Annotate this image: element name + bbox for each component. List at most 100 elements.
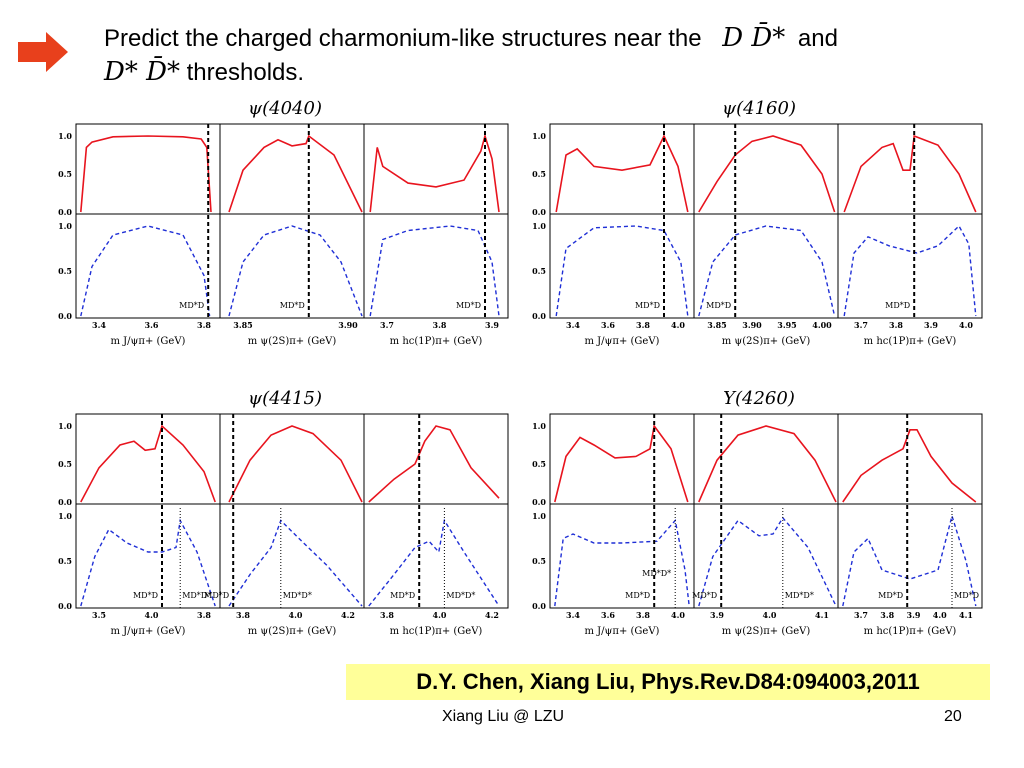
figure-svg-3: Y(4260) 1.0 0.5 0.0 1.0 0.5 0.0 MD*D MD*D* 3.4 3.6… xyxy=(532,388,983,637)
xtick-label: 3.8 xyxy=(880,610,894,620)
ytick-label: 0.0 xyxy=(58,207,72,217)
xtick-label: 3.9 xyxy=(907,610,921,620)
ytick-label: 0.0 xyxy=(532,601,546,611)
xtick-label: 4.0 xyxy=(763,610,777,620)
threshold-label: MD*D xyxy=(625,591,650,600)
xaxis-label: m ψ(2S)π+ (GeV) xyxy=(722,626,811,637)
arrow-bullet-icon xyxy=(18,32,68,72)
xtick-label: 3.9 xyxy=(485,320,499,330)
figure-title: ψ(4415) xyxy=(248,388,322,409)
ytick-label: 1.0 xyxy=(532,421,546,431)
subplot-frame xyxy=(693,413,839,505)
xtick-label: 3.9 xyxy=(710,610,724,620)
ytick-label: 0.0 xyxy=(58,601,72,611)
xtick-label: 3.6 xyxy=(601,320,615,330)
title-text-part2: thresholds. xyxy=(186,59,305,86)
figure-y4260: Y(4260) 1.0 0.5 0.0 1.0 0.5 0.0 MD*D MD*D* 3.4 3.6… xyxy=(514,386,984,667)
xtick-label: 3.85 xyxy=(233,320,252,330)
threshold-label: MD*D xyxy=(878,591,903,600)
dashed-curve xyxy=(228,225,363,317)
xtick-label: 3.90 xyxy=(338,320,358,330)
threshold-label: MD*D xyxy=(280,301,305,310)
title-text-part1: Predict the charged charmonium-like stru… xyxy=(104,25,702,52)
subplot-frame xyxy=(75,123,221,215)
xtick-label: 3.8 xyxy=(197,320,211,330)
subplot-frame xyxy=(549,503,695,609)
ytick-label: 1.0 xyxy=(58,511,72,521)
solid-curve xyxy=(80,424,216,503)
solid-curve xyxy=(228,425,363,503)
subplot-frame xyxy=(549,123,695,215)
ytick-label: 0.5 xyxy=(532,459,546,469)
ytick-label: 0.0 xyxy=(532,311,546,321)
xaxis-label: m J/ψπ+ (GeV) xyxy=(585,626,660,637)
solid-curve xyxy=(228,134,363,213)
xaxis-label: m J/ψπ+ (GeV) xyxy=(111,626,186,637)
footer-author: Xiang Liu @ LZU xyxy=(442,708,565,725)
xtick-label: 4.0 xyxy=(933,610,947,620)
threshold-label: MD*D xyxy=(390,591,415,600)
citation-box: D.Y. Chen, Xiang Liu, Phys.Rev.D84:09400… xyxy=(346,664,990,700)
xtick-label: 3.8 xyxy=(636,610,650,620)
xaxis-label: m hc(1P)π+ (GeV) xyxy=(864,626,957,637)
xtick-label: 3.8 xyxy=(380,610,394,620)
dashed-curve xyxy=(698,516,837,607)
threshold-label: MD*D xyxy=(133,591,158,600)
subplot-frame xyxy=(363,503,509,609)
dashed-curve xyxy=(368,518,500,607)
figure-title: ψ(4040) xyxy=(248,98,322,119)
ytick-label: 0.5 xyxy=(532,169,546,179)
xtick-label: 3.4 xyxy=(566,610,580,620)
xtick-label: 4.0 xyxy=(433,610,447,620)
xtick-label: 3.7 xyxy=(854,610,868,620)
xtick-label: 3.8 xyxy=(636,320,650,330)
ytick-label: 1.0 xyxy=(58,131,72,141)
threshold-label: MD*D* xyxy=(785,591,814,600)
xtick-label: 4.00 xyxy=(812,320,832,330)
xtick-label: 3.85 xyxy=(707,320,726,330)
ytick-label: 1.0 xyxy=(532,221,546,231)
dashed-curve xyxy=(369,225,500,317)
solid-curve xyxy=(698,135,836,213)
subplot-frame xyxy=(837,503,983,609)
solid-curve xyxy=(842,429,977,503)
threshold-label: MD*D xyxy=(954,591,979,600)
figure-psi4040: ψ(4040) 1.0 0.5 0.0 1.0 0.5 0.0 MD*D 3.4 3.6 3.8 m … xyxy=(40,96,510,377)
ytick-label: 0.5 xyxy=(532,556,546,566)
xtick-label: 3.9 xyxy=(924,320,938,330)
ytick-label: 0.0 xyxy=(532,207,546,217)
figure-psi4160: ψ(4160) 1.0 0.5 0.0 1.0 0.5 0.0 MD*D 3.4 3.6 3.8 4.… xyxy=(514,96,984,377)
xaxis-label: m ψ(2S)π+ (GeV) xyxy=(248,336,337,347)
ytick-label: 0.5 xyxy=(58,266,72,276)
threshold-label: MD*D xyxy=(456,301,481,310)
figure-svg-2: ψ(4415)1.00.50.01.00.50.0MD*D MD*D*3.5 4.0… xyxy=(58,388,509,637)
ytick-label: 1.0 xyxy=(532,511,546,521)
solid-curve xyxy=(698,425,837,503)
solid-curve xyxy=(555,134,689,213)
xtick-label: 4.0 xyxy=(671,320,685,330)
ytick-label: 0.5 xyxy=(58,459,72,469)
solid-curve xyxy=(368,425,500,503)
ytick-label: 0.0 xyxy=(58,497,72,507)
xtick-label: 3.95 xyxy=(777,320,796,330)
solid-curve xyxy=(369,133,500,213)
xtick-label: 4.1 xyxy=(959,610,973,620)
xaxis-label: m J/ψπ+ (GeV) xyxy=(111,336,186,347)
solid-curve xyxy=(80,135,212,213)
figure-svg-1: ψ(4160) 1.0 0.5 0.0 1.0 0.5 0.0 MD*D 3.4 3.6 3.8 4.… xyxy=(532,98,983,347)
dashed-curve xyxy=(555,225,689,317)
xaxis-label: m ψ(2S)π+ (GeV) xyxy=(248,626,337,637)
ytick-label: 1.0 xyxy=(58,221,72,231)
xaxis-label: m hc(1P)π+ (GeV) xyxy=(864,336,957,347)
figure-psi4415: ψ(4415) 1.0 0.5 0.0 1.0 0.5 0.0 MD*D MD*D* 3.5 4.0… xyxy=(40,386,510,667)
dashed-curve xyxy=(80,518,216,607)
xaxis-label: m J/ψπ+ (GeV) xyxy=(585,336,660,347)
subplot-frame xyxy=(363,213,509,319)
xaxis-label: m hc(1P)π+ (GeV) xyxy=(390,336,483,347)
threshold-label: MD*D* xyxy=(182,591,211,600)
xtick-label: 3.6 xyxy=(145,320,159,330)
ytick-label: 0.0 xyxy=(532,497,546,507)
threshold-label: MD*D xyxy=(204,591,229,600)
ytick-label: 0.5 xyxy=(58,556,72,566)
dashed-curve xyxy=(842,513,977,607)
